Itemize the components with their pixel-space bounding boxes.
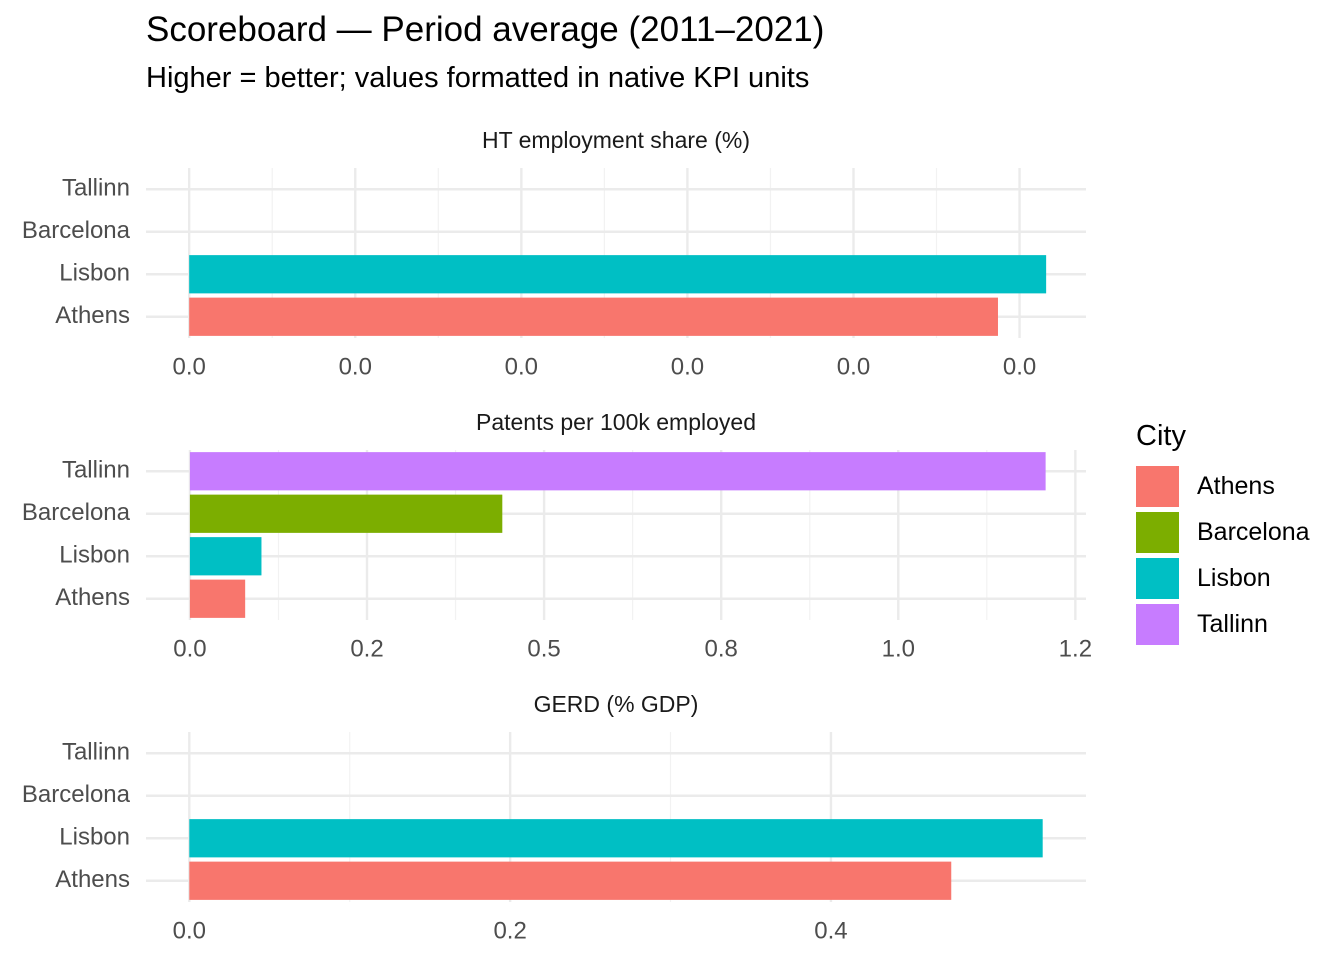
x-tick-label: 0.0 <box>339 353 372 380</box>
legend-label: Barcelona <box>1197 517 1310 546</box>
x-tick-label: 0.2 <box>350 635 383 662</box>
legend-item-tallinn: Tallinn <box>1136 601 1310 647</box>
panel-title: HT employment share (%) <box>482 127 750 153</box>
x-tick-label: 0.0 <box>1003 353 1036 380</box>
x-tick-label: 0.0 <box>172 353 205 380</box>
legend: City Athens Barcelona Lisbon Tallinn <box>1136 420 1310 647</box>
legend-label: Tallinn <box>1197 609 1268 638</box>
y-tick-label: Athens <box>55 584 130 611</box>
y-tick-label: Barcelona <box>22 217 131 244</box>
y-tick-label: Lisbon <box>59 260 130 287</box>
y-tick-label: Barcelona <box>22 781 131 808</box>
x-tick-label: 0.8 <box>705 635 738 662</box>
y-tick-label: Lisbon <box>59 542 130 569</box>
x-tick-label: 0.2 <box>493 917 526 944</box>
x-tick-label: 0.0 <box>837 353 870 380</box>
bar-tallinn <box>189 452 1046 491</box>
bar-barcelona <box>189 494 503 533</box>
legend-swatch <box>1136 603 1179 645</box>
y-tick-label: Athens <box>55 866 130 893</box>
x-tick-label: 0.0 <box>505 353 538 380</box>
panel-title: Patents per 100k employed <box>476 409 756 435</box>
legend-label: Lisbon <box>1197 563 1271 592</box>
x-tick-label: 0.0 <box>671 353 704 380</box>
bar-lisbon <box>189 255 1047 294</box>
y-tick-label: Lisbon <box>59 824 130 851</box>
y-tick-label: Tallinn <box>62 175 130 202</box>
legend-swatch <box>1136 465 1179 507</box>
y-tick-label: Tallinn <box>62 739 130 766</box>
legend-title: City <box>1136 420 1186 452</box>
x-tick-label: 1.2 <box>1059 635 1092 662</box>
panel-title: GERD (% GDP) <box>534 691 699 717</box>
y-tick-label: Tallinn <box>62 457 130 484</box>
legend-swatch <box>1136 511 1179 553</box>
x-tick-label: 0.0 <box>173 635 206 662</box>
legend-item-athens: Athens <box>1136 463 1310 509</box>
x-tick-label: 0.4 <box>814 917 847 944</box>
legend-label: Athens <box>1197 471 1275 500</box>
y-tick-label: Athens <box>55 302 130 329</box>
x-tick-label: 0.5 <box>527 635 560 662</box>
x-tick-label: 1.0 <box>882 635 915 662</box>
bar-athens <box>189 579 246 618</box>
y-tick-label: Barcelona <box>22 499 131 526</box>
legend-item-lisbon: Lisbon <box>1136 555 1310 601</box>
bar-athens <box>189 861 952 900</box>
x-tick-label: 0.0 <box>173 917 206 944</box>
bar-athens <box>189 297 998 336</box>
bar-lisbon <box>189 819 1043 858</box>
bar-lisbon <box>189 537 262 576</box>
legend-swatch <box>1136 557 1179 599</box>
chart-subtitle: Higher = better; values formatted in nat… <box>146 62 810 94</box>
legend-item-barcelona: Barcelona <box>1136 509 1310 555</box>
chart-title: Scoreboard — Period average (2011–2021) <box>146 10 825 49</box>
